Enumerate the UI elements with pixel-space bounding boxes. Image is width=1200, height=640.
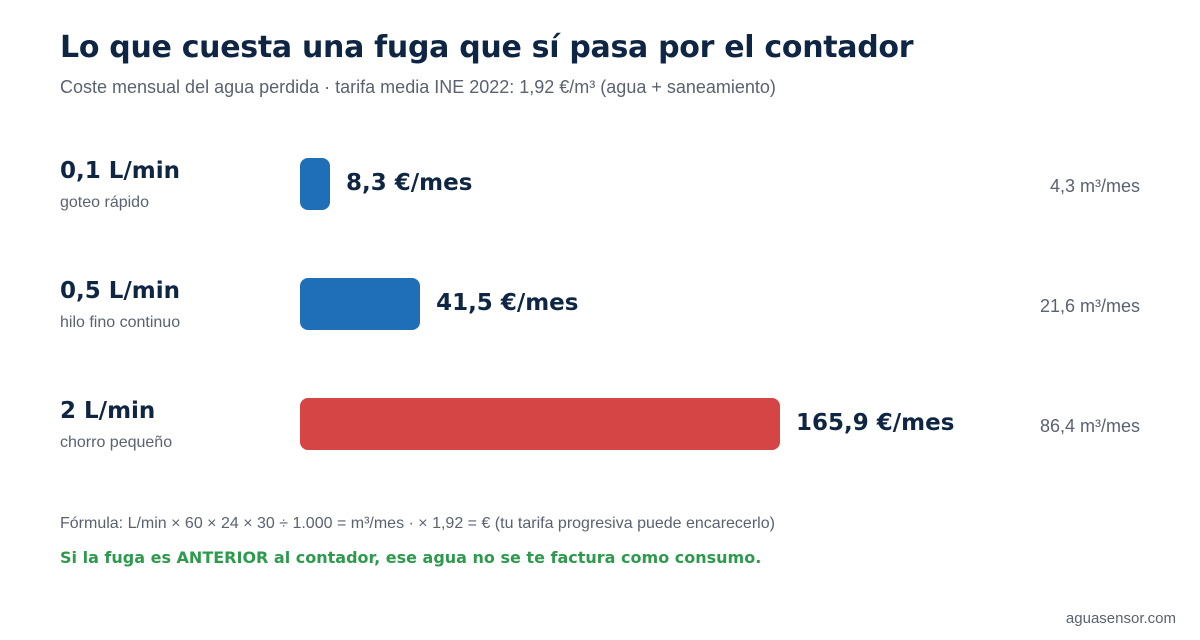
- cost-value-label: 41,5 €/mes: [436, 290, 579, 316]
- flow-rate-description: chorro pequeño: [60, 434, 173, 451]
- volume-label: 4,3 m³/mes: [1049, 176, 1140, 196]
- flow-rate-label: 2 L/min: [60, 398, 156, 424]
- volume-label: 21,6 m³/mes: [1039, 296, 1140, 316]
- volume-label: 86,4 m³/mes: [1039, 416, 1140, 436]
- flow-rate-description: goteo rápido: [60, 194, 149, 211]
- chart-subtitle: Coste mensual del agua perdida · tarifa …: [60, 77, 776, 97]
- bar-row: 2 L/min chorro pequeño 165,9 €/mes 86,4 …: [0, 398, 1200, 470]
- warning-note: Si la fuga es ANTERIOR al contador, ese …: [60, 548, 762, 567]
- cost-value-label: 8,3 €/mes: [346, 170, 473, 196]
- formula-note: Fórmula: L/min × 60 × 24 × 30 ÷ 1.000 = …: [60, 515, 775, 532]
- cost-value-label: 165,9 €/mes: [796, 410, 955, 436]
- flow-rate-label: 0,1 L/min: [60, 158, 181, 184]
- source-link[interactable]: aguasensor.com: [1065, 610, 1176, 627]
- cost-bar: [300, 398, 780, 450]
- bar-row: 0,5 L/min hilo fino continuo 41,5 €/mes …: [0, 278, 1200, 350]
- flow-rate-description: hilo fino continuo: [60, 314, 181, 331]
- cost-bar: [300, 158, 330, 210]
- flow-rate-label: 0,5 L/min: [60, 278, 181, 304]
- chart-title: Lo que cuesta una fuga que sí pasa por e…: [60, 30, 914, 65]
- bar-row: 0,1 L/min goteo rápido 8,3 €/mes 4,3 m³/…: [0, 158, 1200, 230]
- cost-bar: [300, 278, 421, 330]
